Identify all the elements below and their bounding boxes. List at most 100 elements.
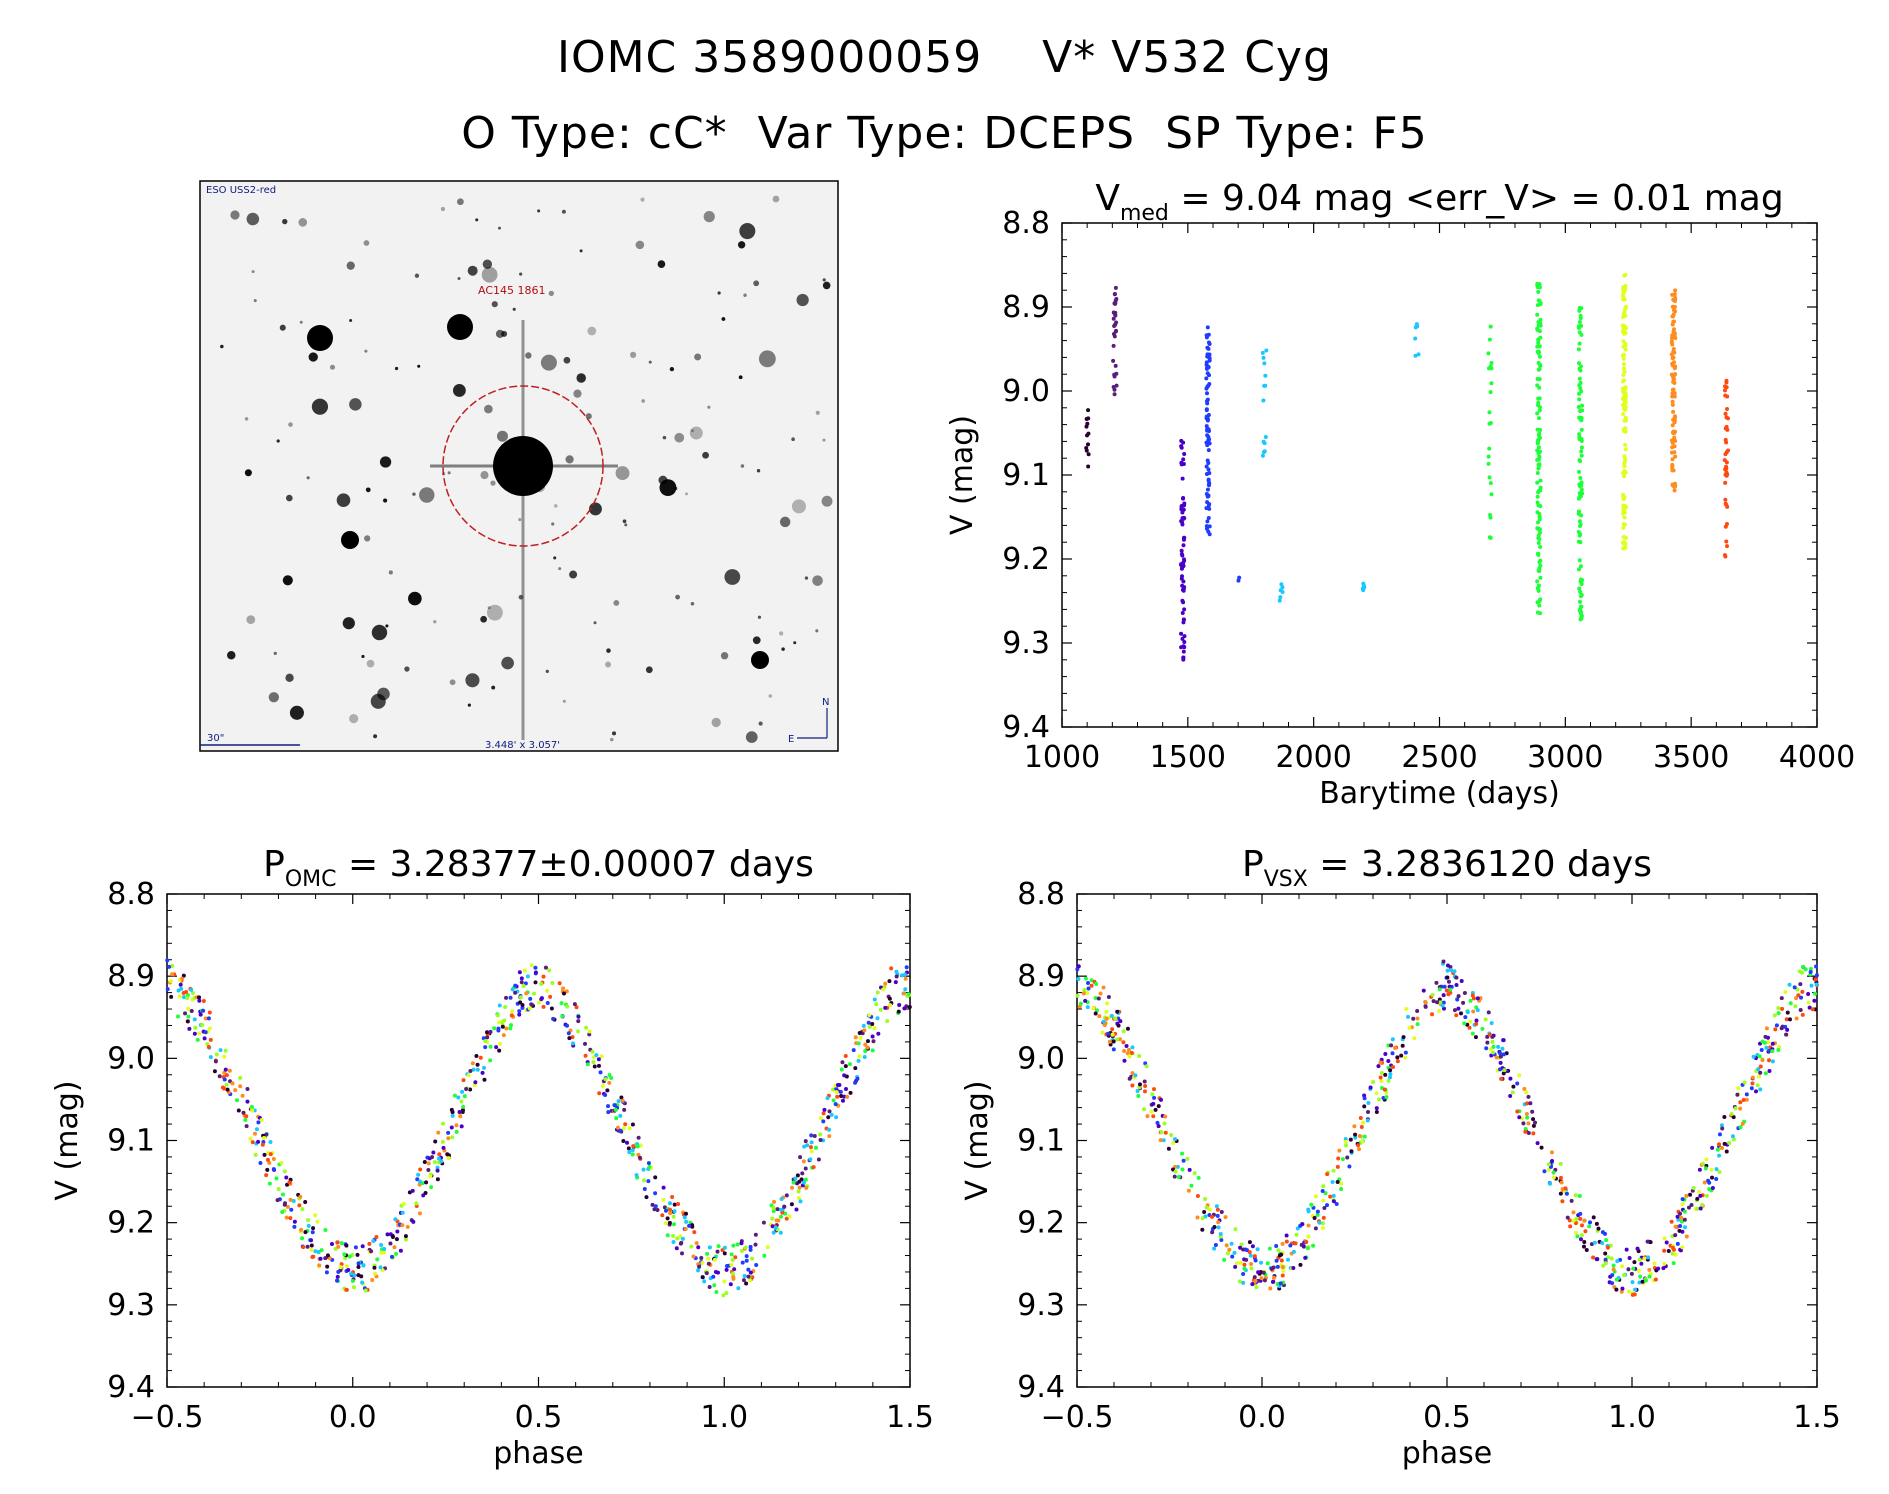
data-point	[1770, 1059, 1775, 1064]
data-point	[1670, 445, 1675, 450]
data-point	[1577, 325, 1582, 330]
data-point	[808, 1145, 813, 1150]
data-point	[1581, 1244, 1586, 1249]
data-point	[233, 1088, 238, 1093]
data-point	[1181, 515, 1186, 520]
sky-star	[244, 417, 249, 421]
data-point	[1445, 975, 1450, 980]
data-point	[621, 1139, 626, 1144]
sky-star	[758, 350, 776, 368]
data-point	[475, 1067, 480, 1072]
data-point	[1714, 1167, 1719, 1172]
data-point	[1470, 993, 1475, 998]
data-point	[1524, 1090, 1529, 1095]
data-point	[1284, 1233, 1289, 1238]
data-point	[1390, 1051, 1395, 1056]
data-point	[360, 1244, 365, 1249]
data-point	[441, 1145, 446, 1150]
data-point	[1250, 1282, 1255, 1287]
data-point	[1280, 1241, 1285, 1246]
data-point	[1723, 554, 1728, 559]
data-point	[1793, 1004, 1798, 1009]
data-point	[789, 1202, 794, 1207]
data-point	[1621, 329, 1626, 334]
data-point	[373, 1271, 378, 1276]
data-point	[1622, 399, 1627, 404]
data-point	[1620, 353, 1625, 358]
data-point	[1461, 1000, 1466, 1005]
data-point	[509, 1023, 514, 1028]
data-point	[1672, 431, 1677, 436]
data-point	[1491, 1044, 1496, 1049]
data-point	[722, 1279, 727, 1284]
data-point	[778, 1230, 783, 1235]
data-point	[1444, 988, 1449, 993]
data-point	[1531, 1117, 1536, 1122]
sky-star	[346, 261, 355, 270]
data-point	[1501, 1052, 1506, 1057]
sky-star	[711, 717, 721, 728]
data-point	[825, 1096, 830, 1101]
data-point	[1578, 524, 1583, 529]
data-point	[1486, 461, 1491, 466]
data-point	[1187, 1167, 1192, 1172]
data-point	[761, 1220, 766, 1225]
data-point	[1630, 1292, 1635, 1297]
data-point	[543, 965, 548, 970]
data-point	[1205, 401, 1210, 406]
data-point	[1180, 522, 1185, 527]
data-point	[509, 1013, 514, 1018]
data-point	[1486, 366, 1491, 371]
data-point	[422, 1160, 427, 1165]
data-point	[297, 1203, 302, 1208]
data-point	[1206, 467, 1211, 472]
sky-star	[480, 471, 489, 480]
data-point	[1374, 1091, 1379, 1096]
data-point	[1626, 1267, 1631, 1272]
data-point	[1500, 1046, 1505, 1051]
data-point	[1112, 372, 1117, 377]
data-point	[1353, 1135, 1358, 1140]
data-point	[1407, 1025, 1412, 1030]
data-point	[403, 1237, 408, 1242]
data-point	[1448, 987, 1453, 992]
sky-star	[289, 705, 304, 720]
data-point	[1564, 1191, 1569, 1196]
sky-star	[565, 455, 574, 464]
data-point	[1652, 1261, 1657, 1266]
data-point	[863, 1042, 868, 1047]
data-point	[1535, 377, 1540, 382]
sky-star	[447, 471, 451, 475]
data-point	[254, 1127, 259, 1132]
sky-star	[576, 373, 586, 383]
data-point	[1535, 579, 1540, 584]
sky-star	[308, 352, 318, 362]
data-point	[1247, 1250, 1252, 1255]
data-point	[668, 1211, 673, 1216]
data-point	[1091, 1005, 1096, 1010]
data-point	[1216, 1220, 1221, 1225]
data-point	[1537, 329, 1542, 334]
data-point	[323, 1227, 328, 1232]
data-point	[1204, 1205, 1209, 1210]
data-point	[600, 1083, 605, 1088]
data-point	[1278, 1281, 1283, 1286]
data-point	[1619, 1289, 1624, 1294]
data-point	[375, 1257, 380, 1262]
data-point	[1501, 1038, 1506, 1043]
data-point	[1722, 388, 1727, 393]
data-point	[223, 1067, 228, 1072]
data-point	[813, 1145, 818, 1150]
data-point	[1559, 1180, 1564, 1185]
data-point	[436, 1130, 441, 1135]
sky-star	[605, 661, 612, 668]
data-point	[1383, 1051, 1388, 1056]
sky-star	[342, 617, 355, 630]
data-point	[1710, 1185, 1715, 1190]
data-point	[355, 1252, 360, 1257]
data-point	[1675, 1214, 1680, 1219]
data-point	[353, 1245, 358, 1250]
data-point	[672, 1222, 677, 1227]
data-point	[214, 1052, 219, 1057]
data-point	[541, 1004, 546, 1009]
